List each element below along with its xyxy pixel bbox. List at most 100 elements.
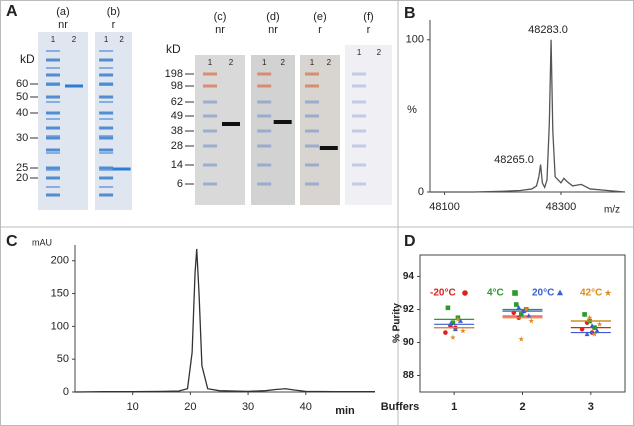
smear-band (99, 169, 114, 171)
y-tick-label: 0 (63, 386, 69, 398)
marker (596, 321, 603, 327)
marker-label: 38 (171, 125, 183, 137)
y-tick-label: 0 (418, 186, 424, 198)
marker (586, 314, 593, 321)
well-number: 2 (280, 58, 285, 67)
marker-label: 20 (16, 172, 28, 184)
y-label: % (407, 104, 417, 116)
marker (462, 290, 468, 296)
ladder-band (203, 182, 217, 186)
ladder-band (257, 114, 272, 118)
marker (447, 321, 453, 327)
marker (455, 316, 461, 322)
well-number: 1 (51, 35, 56, 44)
marker (516, 305, 522, 310)
y-tick-label: 94 (403, 271, 415, 282)
lane-id: (d) (266, 11, 279, 23)
marker-label: 49 (171, 110, 183, 122)
well-number: 1 (357, 48, 362, 57)
ladder-band (99, 111, 114, 115)
lane-id: (b) (107, 6, 120, 18)
ladder-band (352, 72, 367, 76)
ladder-band (203, 144, 217, 148)
ladder-band (352, 84, 367, 88)
marker (592, 325, 597, 330)
ladder-band (352, 100, 367, 104)
gel (38, 32, 88, 210)
marker (460, 327, 466, 334)
x-tick-label: 40 (300, 401, 312, 413)
smear-band (46, 67, 60, 69)
smear-band (99, 101, 114, 103)
y-tick-label: 92 (403, 304, 415, 315)
ladder-band (203, 84, 217, 88)
ladder-band (257, 163, 272, 167)
marker (457, 318, 463, 323)
marker (452, 326, 458, 332)
well-number: 1 (104, 35, 109, 44)
ladder-band (305, 84, 319, 88)
ladder-band (305, 72, 319, 76)
well-number: 2 (229, 58, 234, 67)
x-tick-label: 3 (588, 401, 594, 413)
product-band (65, 84, 83, 88)
marker (589, 323, 595, 328)
x-label: m/z (604, 205, 620, 216)
smear-band (46, 152, 60, 154)
x-tick-label: 2 (519, 401, 525, 413)
ladder-band (46, 95, 60, 99)
smear-band (46, 135, 60, 137)
gel (195, 55, 245, 205)
smear-band (99, 84, 114, 86)
kd-label: kD (20, 52, 35, 66)
lane-condition: r (112, 19, 116, 31)
lane-id: (a) (56, 6, 69, 18)
ladder-band (203, 72, 217, 76)
marker (523, 306, 530, 312)
marker (518, 312, 524, 317)
smear-band (99, 67, 114, 69)
ladder-band (46, 73, 60, 77)
x-tick-label: 20 (184, 401, 196, 413)
ladder-band (99, 126, 114, 130)
product-band (112, 167, 131, 171)
marker (594, 328, 600, 333)
product-band (319, 146, 338, 150)
x-label: min (335, 405, 355, 417)
smear-band (99, 186, 114, 188)
marker-label: 6 (177, 178, 183, 190)
well-number: 1 (310, 58, 315, 67)
legend-label: 20°C (532, 288, 554, 299)
ladder-band (305, 163, 319, 167)
trace (74, 248, 375, 393)
marker-label: 62 (171, 96, 183, 108)
ladder-band (46, 126, 60, 130)
ladder-band (257, 84, 272, 88)
ladder-band (99, 148, 114, 152)
gel (345, 45, 392, 205)
ladder-band (257, 129, 272, 133)
well-number: 2 (72, 35, 77, 44)
y-tick-label: 150 (51, 287, 69, 299)
marker-label: 28 (171, 140, 183, 152)
x-label: Buffers (381, 401, 420, 413)
y-tick-label: 100 (51, 320, 69, 332)
kd-label: kD (166, 42, 181, 56)
marker (518, 336, 525, 342)
ladder-band (257, 100, 272, 104)
lane-condition: r (318, 24, 322, 36)
ladder-band (99, 176, 114, 180)
peak-label: 48265.0 (494, 154, 534, 166)
lane-condition: r (367, 24, 371, 36)
marker (450, 334, 456, 340)
ladder-band (305, 144, 319, 148)
smear-band (46, 50, 60, 52)
ladder-band (257, 72, 272, 76)
marker (584, 331, 590, 337)
legend-label: 42°C (580, 288, 602, 299)
ladder-band (99, 136, 114, 140)
gel (95, 32, 132, 210)
marker-label: 98 (171, 80, 183, 92)
x-tick-label: 48300 (546, 201, 577, 213)
